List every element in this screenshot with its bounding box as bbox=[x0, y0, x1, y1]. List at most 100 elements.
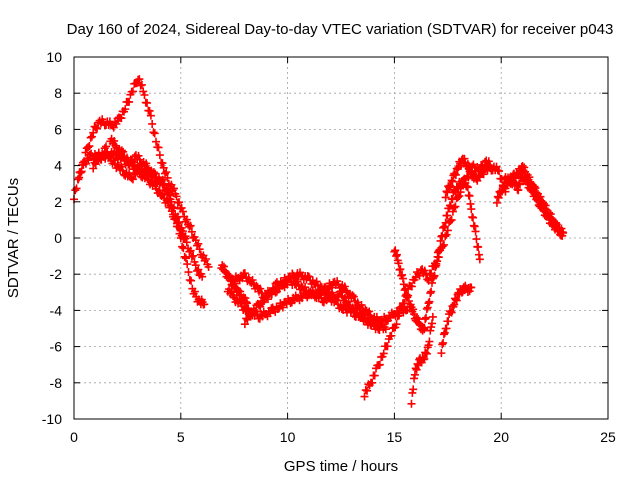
x-tick-label: 10 bbox=[280, 429, 296, 445]
data-point bbox=[301, 283, 310, 292]
x-tick-label: 5 bbox=[177, 429, 185, 445]
data-point bbox=[109, 156, 118, 165]
data-point bbox=[469, 213, 478, 222]
data-point bbox=[191, 261, 200, 270]
data-point bbox=[102, 142, 111, 151]
data-point bbox=[412, 365, 421, 374]
data-point bbox=[181, 234, 190, 243]
data-point bbox=[427, 278, 436, 287]
data-point bbox=[423, 303, 432, 312]
data-point bbox=[430, 271, 439, 280]
data-point bbox=[184, 268, 193, 277]
data-point bbox=[180, 252, 189, 261]
data-point bbox=[400, 299, 409, 308]
data-point bbox=[479, 170, 488, 179]
data-point bbox=[334, 293, 343, 302]
data-point bbox=[249, 305, 258, 314]
data-point bbox=[555, 227, 564, 236]
data-point bbox=[271, 288, 280, 297]
data-point bbox=[181, 254, 190, 263]
data-point bbox=[134, 151, 143, 160]
data-point bbox=[85, 142, 94, 151]
data-point bbox=[409, 305, 418, 314]
data-point bbox=[536, 199, 545, 208]
series-arc4 bbox=[106, 134, 190, 243]
data-point bbox=[434, 247, 443, 256]
data-point bbox=[315, 291, 324, 300]
grid-layer bbox=[74, 57, 608, 419]
data-point bbox=[446, 201, 455, 210]
data-point bbox=[251, 307, 260, 316]
data-point bbox=[399, 280, 408, 289]
data-point bbox=[105, 151, 114, 160]
data-point bbox=[465, 162, 474, 171]
series-arc8 bbox=[217, 261, 252, 308]
data-point bbox=[149, 169, 158, 178]
data-point bbox=[522, 174, 531, 183]
data-point bbox=[110, 136, 119, 145]
data-point bbox=[533, 192, 542, 201]
data-point bbox=[166, 191, 175, 200]
data-point bbox=[448, 177, 457, 186]
data-point bbox=[392, 252, 401, 261]
data-point bbox=[427, 319, 436, 328]
series-arc10 bbox=[390, 246, 429, 335]
data-point bbox=[466, 199, 475, 208]
data-point bbox=[322, 285, 331, 294]
data-point bbox=[383, 342, 392, 351]
data-point bbox=[349, 292, 358, 301]
data-point bbox=[187, 252, 196, 261]
data-point bbox=[89, 128, 98, 137]
data-point bbox=[506, 172, 515, 181]
data-point bbox=[312, 277, 321, 286]
data-point bbox=[422, 304, 431, 313]
data-point bbox=[98, 149, 107, 158]
y-axis-title: SDTVAR / TECUs bbox=[5, 178, 22, 298]
data-point bbox=[194, 239, 203, 248]
data-point bbox=[361, 305, 370, 314]
data-point bbox=[169, 184, 178, 193]
data-point bbox=[256, 284, 265, 293]
data-point bbox=[521, 173, 530, 182]
data-point bbox=[348, 291, 357, 300]
y-tick-label: 2 bbox=[54, 194, 62, 210]
series-arc16 bbox=[492, 172, 566, 240]
data-point bbox=[219, 262, 228, 271]
x-tick-label: 25 bbox=[600, 429, 616, 445]
data-point bbox=[474, 243, 483, 252]
data-point bbox=[471, 227, 480, 236]
data-point bbox=[447, 215, 456, 224]
data-point bbox=[93, 124, 102, 133]
data-point bbox=[71, 186, 80, 195]
data-point bbox=[256, 302, 265, 311]
data-point bbox=[447, 308, 456, 317]
data-point bbox=[410, 370, 419, 379]
data-point bbox=[470, 222, 479, 231]
data-point bbox=[440, 328, 449, 337]
data-point bbox=[454, 193, 463, 202]
series-arc6 bbox=[228, 268, 384, 334]
data-point bbox=[375, 360, 384, 369]
series-arc11 bbox=[420, 175, 484, 332]
data-point bbox=[403, 293, 412, 302]
data-point bbox=[200, 300, 209, 309]
data-point bbox=[448, 195, 457, 204]
data-point bbox=[435, 245, 444, 254]
data-point bbox=[186, 221, 195, 230]
data-point bbox=[158, 189, 167, 198]
y-tick-label: -2 bbox=[50, 266, 63, 282]
data-point bbox=[163, 173, 172, 182]
data-point bbox=[543, 209, 552, 218]
x-tick-label: 15 bbox=[387, 429, 403, 445]
data-point bbox=[424, 341, 433, 350]
data-point bbox=[76, 168, 85, 177]
data-point bbox=[135, 168, 144, 177]
data-point bbox=[460, 154, 469, 163]
data-point bbox=[400, 286, 409, 295]
data-point bbox=[498, 187, 507, 196]
data-point bbox=[91, 123, 100, 132]
data-point bbox=[152, 137, 161, 146]
data-point bbox=[392, 320, 401, 329]
data-point bbox=[492, 162, 501, 171]
data-point bbox=[425, 337, 434, 346]
